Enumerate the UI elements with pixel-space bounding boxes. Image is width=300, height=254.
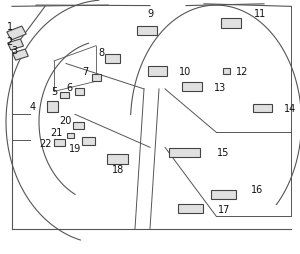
Text: 8: 8 [98,48,104,58]
Polygon shape [178,204,203,213]
Polygon shape [221,18,241,28]
Text: 20: 20 [59,116,71,126]
Polygon shape [7,26,26,40]
Text: 16: 16 [251,185,264,195]
Polygon shape [73,122,84,129]
Polygon shape [148,66,167,76]
Polygon shape [47,101,58,112]
Text: 2: 2 [7,37,13,47]
Polygon shape [60,92,69,98]
Text: 15: 15 [217,148,229,158]
Polygon shape [8,39,23,50]
Polygon shape [169,148,200,157]
Polygon shape [253,104,272,112]
Text: 19: 19 [69,144,82,154]
Polygon shape [54,139,65,146]
Polygon shape [137,26,157,35]
Polygon shape [211,190,236,199]
Polygon shape [106,154,128,164]
Polygon shape [105,54,120,63]
Text: 5: 5 [51,87,58,97]
Text: 21: 21 [50,128,62,138]
Polygon shape [75,88,84,94]
Polygon shape [182,82,202,91]
Text: 7: 7 [82,67,88,77]
Text: 14: 14 [284,104,297,114]
Text: 12: 12 [236,67,248,77]
Polygon shape [223,68,230,74]
Text: 10: 10 [179,67,192,77]
Text: 13: 13 [214,83,226,93]
Polygon shape [67,133,74,138]
Text: 4: 4 [29,102,35,112]
Text: 3: 3 [11,46,17,56]
Text: 1: 1 [7,22,13,32]
Polygon shape [82,137,94,145]
Polygon shape [13,49,28,60]
Text: 18: 18 [112,165,124,175]
Text: 6: 6 [67,83,73,93]
Text: 11: 11 [254,9,266,19]
Text: 22: 22 [39,139,52,149]
Text: 17: 17 [218,205,231,215]
Text: 9: 9 [148,9,154,19]
Polygon shape [92,74,100,81]
